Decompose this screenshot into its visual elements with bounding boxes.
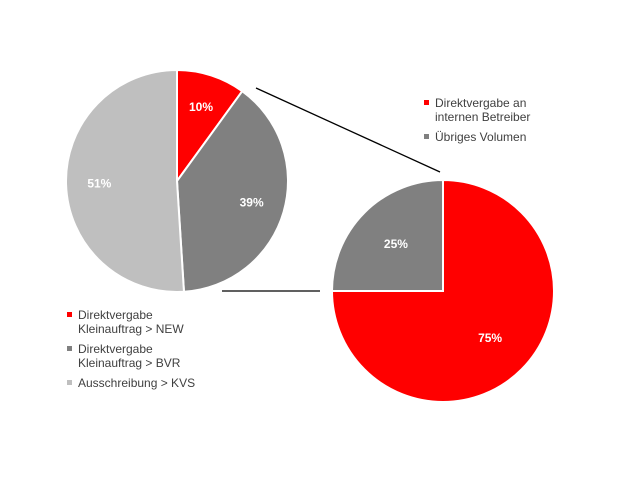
legend-swatch [424, 100, 429, 105]
slice-value-label: 75% [478, 331, 502, 345]
legend-left: Direktvergabe Kleinauftrag > NEW Direktv… [67, 308, 237, 396]
legend-right: Direktvergabe an internen Betreiber Übri… [424, 96, 594, 150]
slice-value-label: 25% [384, 237, 408, 251]
legend-item: Direktvergabe Kleinauftrag > NEW [67, 308, 237, 336]
slice-value-label: 51% [87, 176, 111, 190]
pie-slice [175, 89, 289, 293]
legend-swatch [67, 312, 72, 317]
legend-item: Übriges Volumen [424, 130, 594, 144]
pie-slice [330, 178, 444, 292]
slice-value-label: 10% [189, 100, 213, 114]
pie-chart-left: 10% 39% 51% [65, 68, 289, 293]
legend-swatch [424, 134, 429, 139]
pie-chart-right: 75% 25% [330, 178, 555, 403]
legend-label: Übriges Volumen [435, 130, 527, 144]
legend-label: Direktvergabe Kleinauftrag > BVR [78, 342, 181, 370]
legend-label: Direktvergabe Kleinauftrag > NEW [78, 308, 184, 336]
legend-label: Direktvergabe an internen Betreiber [435, 96, 531, 124]
legend-label: Ausschreibung > KVS [78, 376, 196, 390]
connector-line-top [255, 87, 441, 173]
legend-item: Direktvergabe Kleinauftrag > BVR [67, 342, 237, 370]
slice-value-label: 39% [240, 196, 264, 210]
legend-item: Ausschreibung > KVS [67, 376, 237, 390]
legend-swatch [67, 380, 72, 385]
legend-item: Direktvergabe an internen Betreiber [424, 96, 594, 124]
pie-slice [65, 68, 186, 293]
legend-swatch [67, 346, 72, 351]
